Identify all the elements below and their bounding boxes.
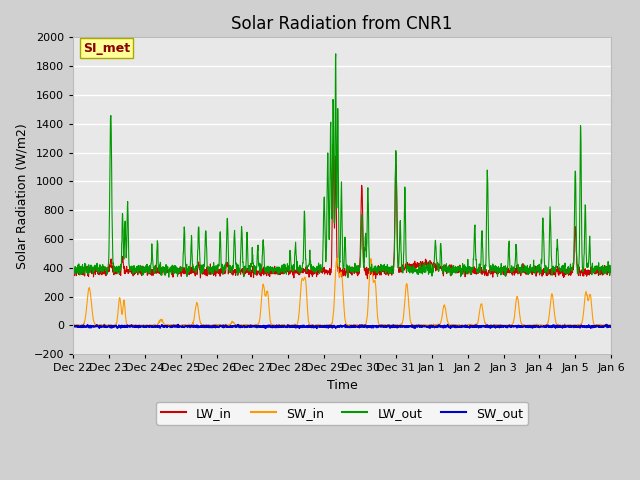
SW_in (369, 279, 377, 285)
LW_out (344, 275, 352, 280)
Line: SW_out: SW_out (73, 324, 611, 328)
SW_in (607, 323, 615, 328)
LW_out (370, 266, 378, 272)
SW_out (560, 324, 568, 329)
SW_out (313, 325, 321, 331)
SW_in (220, 322, 227, 328)
SW_out (69, 323, 77, 329)
Line: LW_out: LW_out (73, 54, 611, 277)
LW_in (575, 269, 583, 275)
Y-axis label: Solar Radiation (W/m2): Solar Radiation (W/m2) (15, 123, 28, 269)
SW_out (220, 324, 227, 329)
SW_out (607, 324, 615, 330)
LW_in (607, 266, 615, 272)
LW_in (358, 182, 365, 188)
SW_out (358, 322, 365, 328)
Text: SI_met: SI_met (83, 42, 130, 55)
Title: Solar Radiation from CNR1: Solar Radiation from CNR1 (232, 15, 452, 33)
LW_out (499, 264, 506, 270)
LW_out (332, 51, 340, 57)
SW_out (499, 323, 506, 329)
LW_in (370, 270, 378, 276)
LW_in (220, 269, 227, 275)
SW_out (370, 323, 378, 329)
LW_in (329, 142, 337, 148)
SW_in (560, 323, 568, 328)
Line: SW_in: SW_in (73, 258, 611, 325)
LW_out (575, 260, 583, 266)
LW_out (358, 214, 365, 219)
LW_in (364, 276, 371, 282)
LW_out (560, 263, 568, 268)
SW_in (499, 323, 506, 328)
SW_in (358, 322, 365, 328)
SW_out (575, 324, 583, 330)
LW_out (220, 271, 227, 277)
Line: LW_in: LW_in (73, 145, 611, 279)
SW_in (575, 323, 582, 328)
SW_in (69, 323, 77, 328)
LW_out (607, 269, 615, 275)
LW_out (69, 262, 77, 268)
SW_out (174, 322, 182, 327)
LW_in (499, 267, 506, 273)
Legend: LW_in, SW_in, LW_out, SW_out: LW_in, SW_in, LW_out, SW_out (156, 402, 528, 424)
SW_in (333, 255, 341, 261)
LW_in (69, 266, 77, 272)
LW_in (560, 274, 568, 279)
X-axis label: Time: Time (327, 379, 358, 392)
